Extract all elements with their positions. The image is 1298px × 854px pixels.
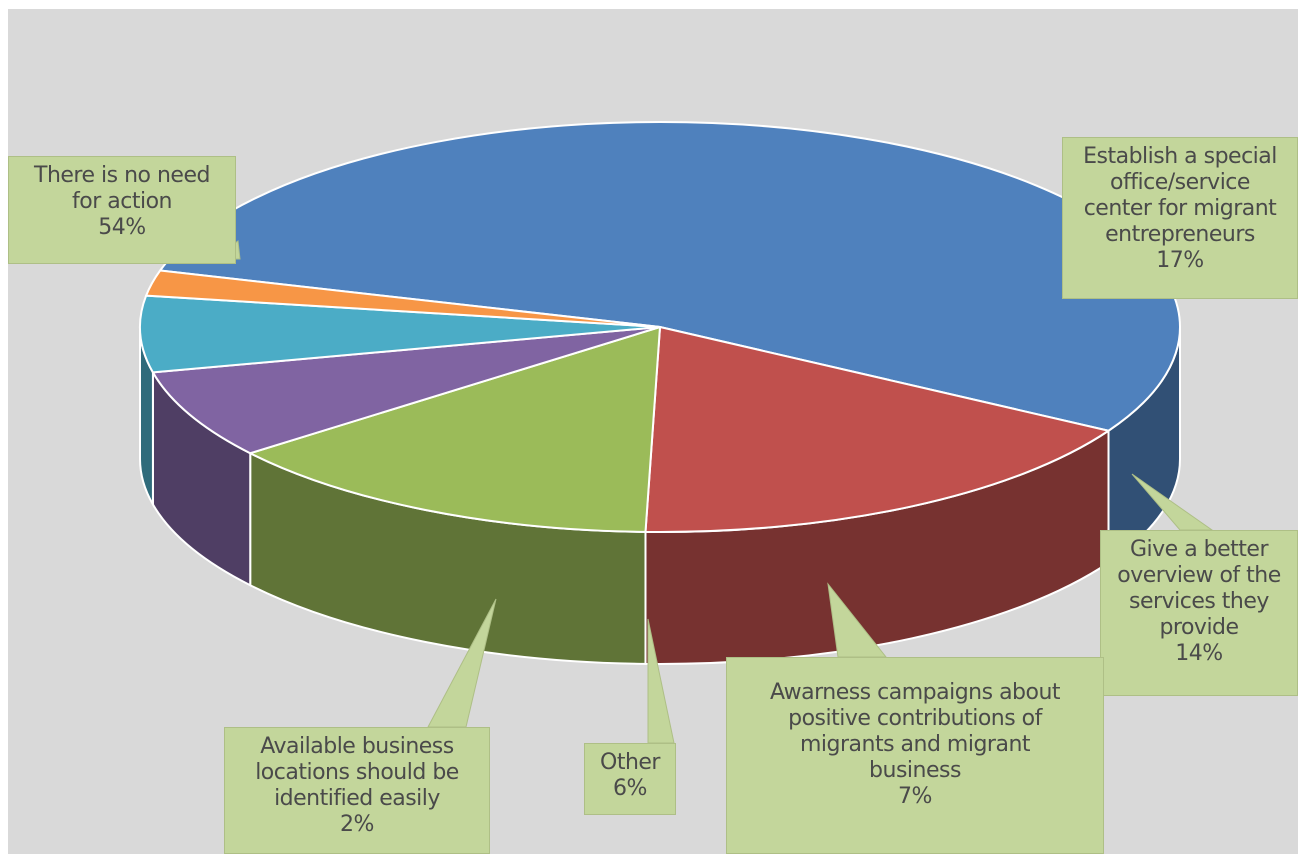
callout-pointers bbox=[211, 240, 1214, 744]
label-available-locations: Available business locations should be i… bbox=[224, 727, 490, 854]
label-text: Give a better bbox=[1129, 537, 1269, 562]
label-text: identified easily bbox=[274, 786, 440, 811]
label-text: migrants and migrant bbox=[799, 732, 1031, 757]
label-text: Establish a special bbox=[1083, 144, 1277, 169]
label-percent: 7% bbox=[898, 784, 932, 809]
label-no-need-for-action: There is no need for action 54% bbox=[8, 156, 236, 264]
label-establish-office: Establish a special office/service cente… bbox=[1062, 137, 1298, 299]
chart-area: There is no need for action 54% Establis… bbox=[8, 9, 1298, 854]
label-text: entrepreneurs bbox=[1105, 222, 1255, 247]
pie-chart bbox=[139, 121, 1214, 744]
pie-slice bbox=[644, 326, 1110, 533]
label-text: Awarness campaigns about bbox=[769, 680, 1061, 705]
pie-top-group bbox=[139, 121, 1181, 533]
label-other: Other 6% bbox=[584, 743, 676, 815]
label-percent: 2% bbox=[340, 812, 374, 837]
label-text: business bbox=[869, 758, 961, 783]
label-text: Available business bbox=[260, 734, 454, 759]
label-text: office/service bbox=[1110, 170, 1250, 195]
label-percent: 14% bbox=[1175, 641, 1223, 666]
pie-slice bbox=[139, 294, 661, 374]
label-text: services they bbox=[1129, 589, 1269, 614]
label-awareness-campaigns: Awarness campaigns about positive contri… bbox=[726, 657, 1104, 854]
label-text: provide bbox=[1159, 615, 1239, 640]
pie-slice bbox=[249, 326, 661, 533]
pie-slice bbox=[145, 269, 661, 328]
label-text: locations should be bbox=[255, 760, 459, 785]
label-text: positive contributions of bbox=[788, 706, 1042, 731]
pie-slice bbox=[159, 121, 1181, 432]
label-text: overview of the bbox=[1117, 563, 1281, 588]
label-percent: 54% bbox=[98, 215, 146, 240]
label-percent: 17% bbox=[1156, 248, 1204, 273]
pie-slice bbox=[151, 326, 661, 455]
label-text: There is no need bbox=[34, 163, 210, 188]
label-text: for action bbox=[72, 189, 172, 214]
label-percent: 6% bbox=[613, 776, 647, 801]
label-better-overview: Give a better overview of the services t… bbox=[1100, 530, 1298, 696]
label-text: center for migrant bbox=[1083, 196, 1277, 221]
label-text: Other bbox=[600, 750, 660, 775]
